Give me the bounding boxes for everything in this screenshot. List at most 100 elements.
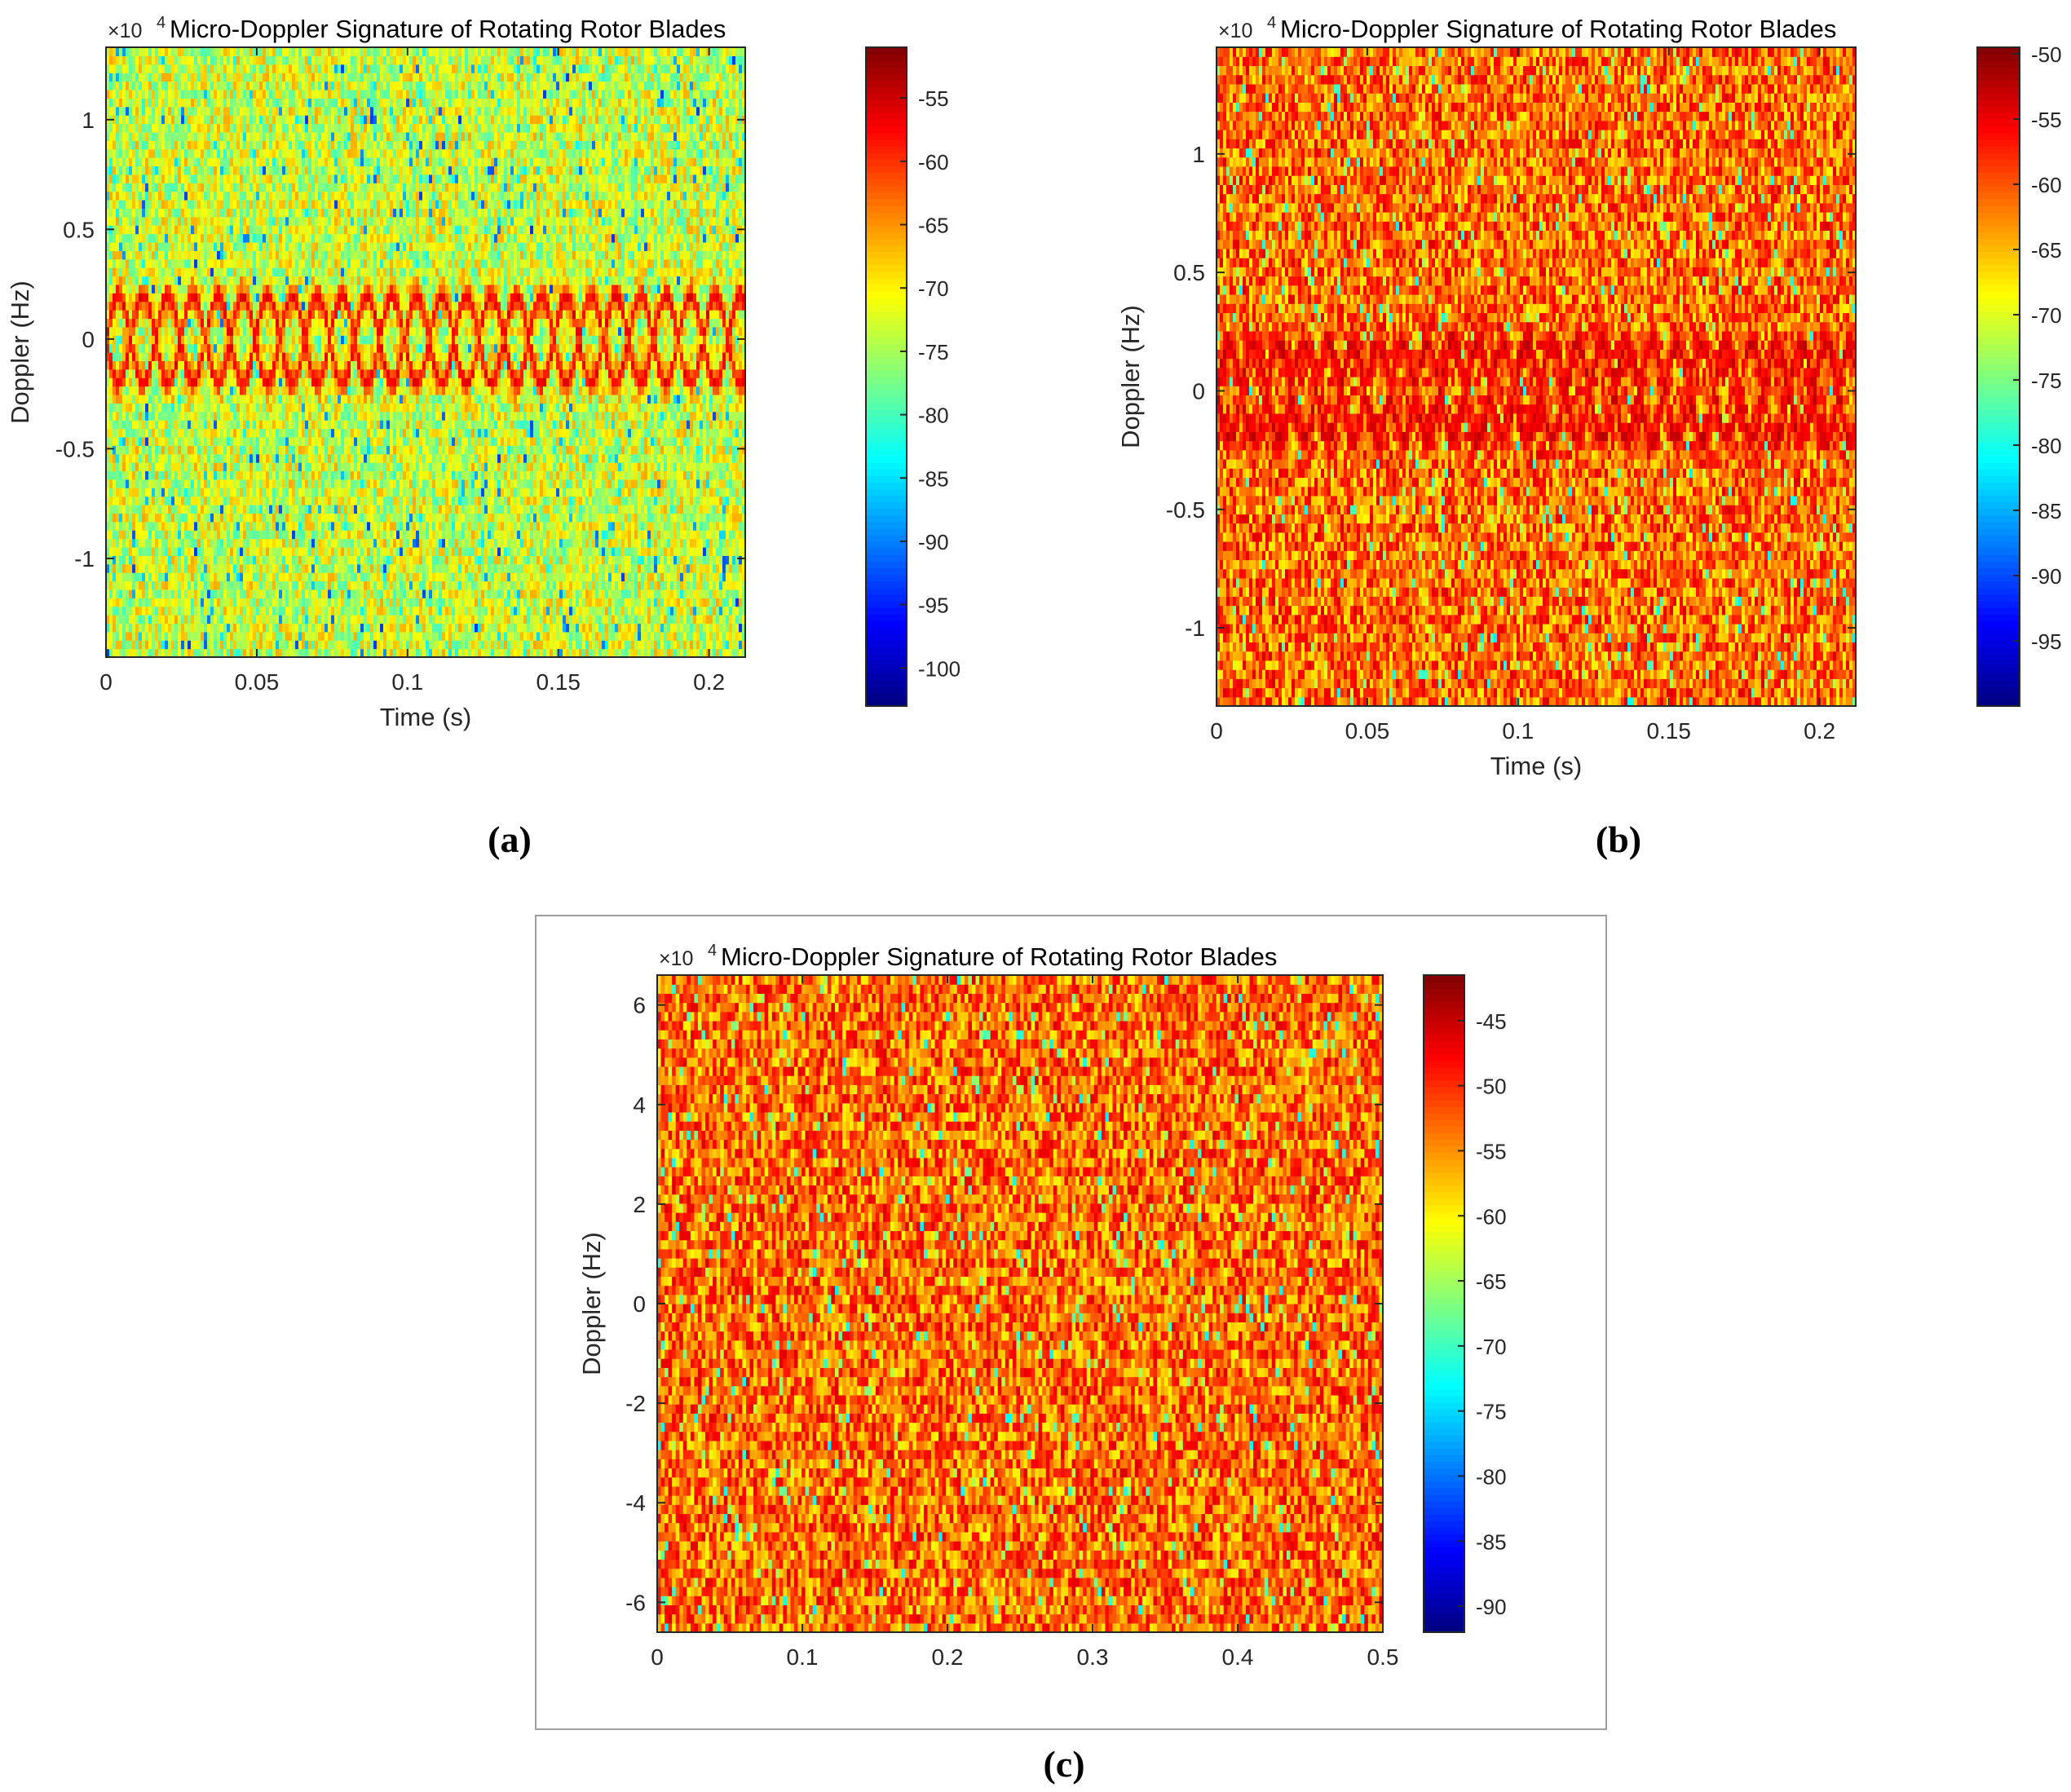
heatmap-cell xyxy=(207,293,211,302)
heatmap-cell xyxy=(155,318,159,328)
heatmap-cell xyxy=(305,470,309,480)
heatmap-cell xyxy=(249,47,254,56)
heatmap-cell xyxy=(178,580,182,590)
heatmap-cell xyxy=(279,335,283,345)
heatmap-cell xyxy=(269,89,273,99)
heatmap-cell xyxy=(240,360,244,370)
heatmap-cell xyxy=(263,470,267,480)
heatmap-cell xyxy=(223,488,227,497)
heatmap-cell xyxy=(132,318,136,328)
heatmap-cell xyxy=(298,140,302,150)
heatmap-cell xyxy=(155,623,159,633)
heatmap-cell xyxy=(204,513,208,523)
heatmap-cell xyxy=(217,148,221,158)
heatmap-cell xyxy=(113,505,117,514)
heatmap-cell xyxy=(191,267,195,277)
heatmap-cell xyxy=(161,148,166,158)
heatmap-cell xyxy=(292,360,296,370)
heatmap-cell xyxy=(321,453,325,463)
heatmap-cell xyxy=(302,615,306,625)
heatmap-cell xyxy=(207,360,211,370)
heatmap-cell xyxy=(318,631,322,641)
heatmap-cell xyxy=(276,505,280,514)
heatmap-cell xyxy=(201,555,205,565)
heatmap-cell xyxy=(325,140,329,150)
heatmap-cell xyxy=(240,563,244,573)
heatmap-cell xyxy=(165,73,169,82)
heatmap-cell xyxy=(207,445,211,455)
heatmap-cell xyxy=(106,276,110,285)
heatmap-cell xyxy=(295,377,299,387)
heatmap-cell xyxy=(259,200,263,209)
heatmap-cell xyxy=(318,174,322,183)
heatmap-cell xyxy=(113,631,117,641)
heatmap-cell xyxy=(217,284,221,294)
heatmap-cell xyxy=(165,538,169,548)
heatmap-cell xyxy=(181,140,185,150)
heatmap-cell xyxy=(181,538,185,548)
heatmap-cell xyxy=(210,521,214,531)
heatmap-cell xyxy=(109,191,113,201)
heatmap-cell xyxy=(184,258,188,268)
heatmap-cell xyxy=(174,276,179,285)
heatmap-cell xyxy=(240,47,244,56)
heatmap-cell xyxy=(266,64,270,73)
heatmap-cell xyxy=(305,403,309,413)
heatmap-cell xyxy=(207,157,211,167)
heatmap-cell xyxy=(302,47,306,56)
heatmap-cell xyxy=(236,98,241,108)
heatmap-cell xyxy=(129,148,133,158)
heatmap-cell xyxy=(272,513,276,523)
heatmap-cell xyxy=(230,445,234,455)
heatmap-cell xyxy=(207,386,211,395)
heatmap-cell xyxy=(135,555,139,565)
heatmap-cell xyxy=(152,580,156,590)
heatmap-cell xyxy=(321,326,325,336)
heatmap-cell xyxy=(171,631,175,641)
heatmap-cell xyxy=(269,191,273,201)
heatmap-cell xyxy=(272,521,276,531)
heatmap-cell xyxy=(305,369,309,378)
heatmap-cell xyxy=(207,598,211,607)
heatmap-cell xyxy=(145,241,149,251)
heatmap-cell xyxy=(178,623,182,633)
heatmap-cell xyxy=(122,538,126,548)
heatmap-cell xyxy=(220,200,224,209)
heatmap-cell xyxy=(279,148,283,158)
heatmap-cell xyxy=(328,563,332,573)
heatmap-cell xyxy=(220,631,224,641)
heatmap-cell xyxy=(158,445,162,455)
heatmap-cell xyxy=(263,538,267,548)
heatmap-cell xyxy=(113,241,117,251)
heatmap-cell xyxy=(233,555,237,565)
heatmap-cell xyxy=(171,606,175,616)
heatmap-cell xyxy=(126,123,130,133)
heatmap-cell xyxy=(181,428,185,438)
heatmap-cell xyxy=(184,377,188,387)
heatmap-cell xyxy=(194,488,198,497)
heatmap-cell xyxy=(325,81,329,90)
heatmap-cell xyxy=(142,428,146,438)
heatmap-cell xyxy=(135,55,139,65)
heatmap-cell xyxy=(295,615,299,625)
heatmap-cell xyxy=(315,343,319,353)
heatmap-cell xyxy=(148,301,152,311)
heatmap-cell xyxy=(135,157,139,167)
heatmap-cell xyxy=(148,174,152,183)
heatmap-cell xyxy=(165,411,169,421)
heatmap-cell xyxy=(311,453,316,463)
heatmap-cell xyxy=(321,166,325,175)
heatmap-cell xyxy=(259,360,263,370)
heatmap-cell xyxy=(298,428,302,438)
heatmap-cell xyxy=(233,174,237,183)
heatmap-cell xyxy=(122,55,126,65)
heatmap-cell xyxy=(201,166,205,175)
heatmap-cell xyxy=(109,343,113,353)
heatmap-cell xyxy=(282,98,286,108)
heatmap-cell xyxy=(223,55,227,65)
heatmap-cell xyxy=(240,488,244,497)
heatmap-cell xyxy=(194,352,198,361)
heatmap-cell xyxy=(204,377,208,387)
heatmap-cell xyxy=(201,606,205,616)
heatmap-cell xyxy=(139,81,143,90)
